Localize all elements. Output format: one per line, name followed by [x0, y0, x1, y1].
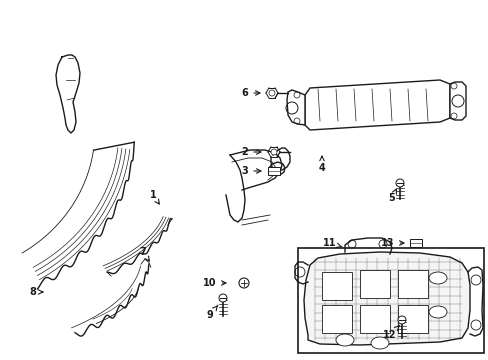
Text: 4: 4 [318, 156, 325, 173]
Bar [297, 248, 483, 353]
Circle shape [270, 149, 276, 155]
Ellipse shape [428, 272, 446, 284]
Text: 13: 13 [381, 238, 403, 248]
Text: 9: 9 [206, 305, 218, 320]
Ellipse shape [370, 337, 388, 349]
Ellipse shape [335, 334, 353, 346]
Text: 12: 12 [383, 325, 399, 340]
Text: 8: 8 [29, 287, 43, 297]
Circle shape [219, 294, 226, 302]
Polygon shape [304, 252, 469, 345]
Circle shape [268, 90, 274, 96]
Circle shape [397, 316, 405, 324]
Bar [267, 167, 280, 175]
Text: 5: 5 [388, 189, 396, 203]
Polygon shape [286, 90, 305, 125]
Text: 11: 11 [323, 238, 342, 248]
Text: 7: 7 [140, 247, 149, 261]
Polygon shape [449, 82, 465, 120]
Bar [409, 239, 421, 247]
Bar [397, 305, 427, 333]
Ellipse shape [428, 306, 446, 318]
Text: 3: 3 [241, 166, 261, 176]
Text: 2: 2 [241, 147, 261, 157]
Polygon shape [305, 80, 449, 130]
Text: 6: 6 [241, 88, 260, 98]
Bar [359, 270, 389, 298]
Circle shape [239, 278, 248, 288]
Text: 1: 1 [149, 190, 159, 204]
Bar [359, 305, 389, 333]
Bar [397, 270, 427, 298]
Text: 10: 10 [203, 278, 225, 288]
Bar [321, 272, 351, 300]
Bar [321, 305, 351, 333]
Circle shape [395, 179, 403, 187]
